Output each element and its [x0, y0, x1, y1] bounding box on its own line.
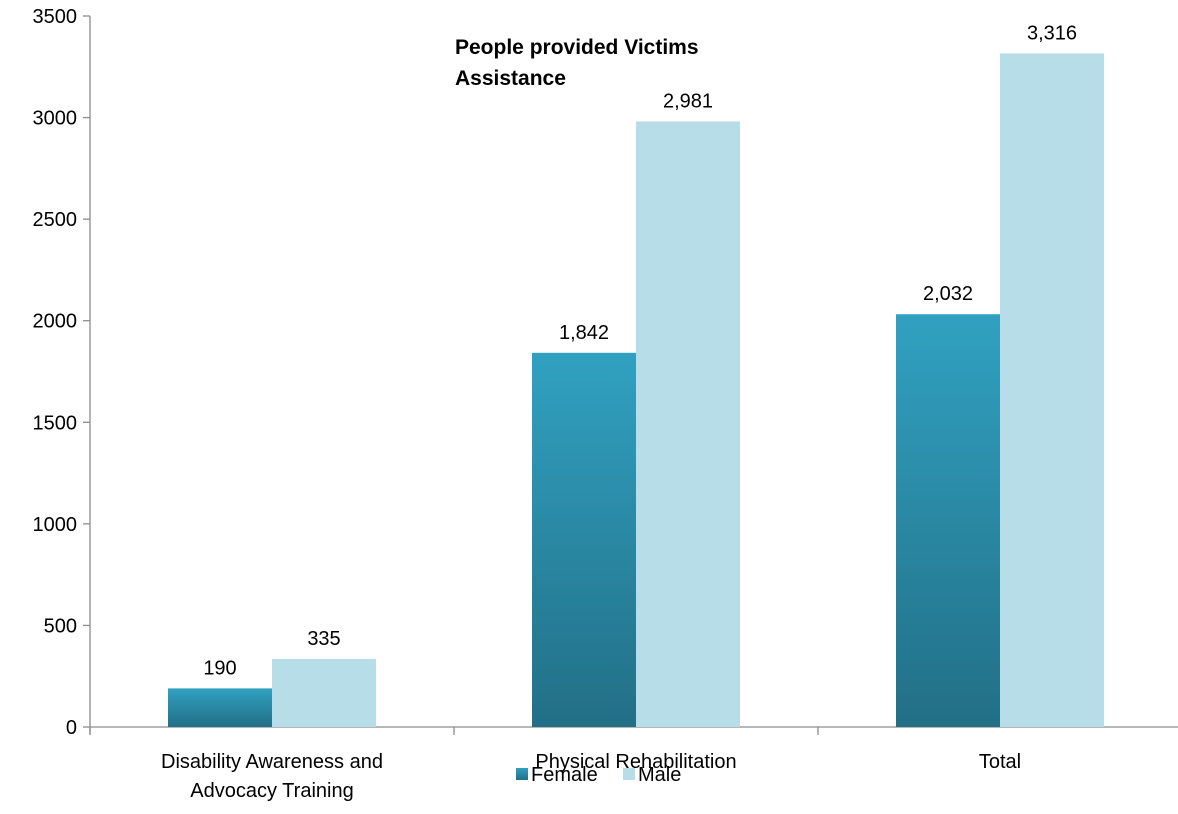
x-category-label-line: Total: [979, 751, 1021, 773]
bar-male: [636, 121, 740, 727]
chart-title-line: People provided Victims: [455, 36, 699, 59]
y-tick-label: 1500: [33, 412, 78, 434]
legend-label-male: Male: [638, 764, 681, 786]
bar-female: [168, 688, 272, 727]
data-label-female: 2,032: [923, 283, 973, 305]
bar-male: [1000, 53, 1104, 727]
legend-label-female: Female: [531, 764, 598, 786]
y-tick-label: 3000: [33, 108, 78, 130]
data-label-male: 2,981: [663, 90, 713, 112]
x-category-label-line: Disability Awareness and: [161, 751, 383, 773]
data-label-male: 3,316: [1027, 22, 1077, 44]
x-category-label: Total: [979, 751, 1021, 773]
chart-title-line: Assistance: [455, 67, 566, 90]
y-tick-label: 3500: [33, 6, 78, 28]
chart-title: People provided Victims Assistance: [455, 36, 699, 90]
data-label-female: 190: [203, 657, 236, 679]
y-tick-label: 2000: [33, 311, 78, 333]
y-tick-label: 2500: [33, 209, 78, 231]
data-label-male: 335: [307, 628, 340, 650]
y-tick-label: 500: [44, 615, 77, 637]
bar-female: [532, 353, 636, 727]
x-category-label-line: Advocacy Training: [190, 780, 353, 802]
data-label-female: 1,842: [559, 322, 609, 344]
y-tick-label: 1000: [33, 514, 78, 536]
x-category-label: Disability Awareness and Advocacy Trainin…: [161, 751, 383, 802]
legend-swatch-female: [516, 768, 528, 780]
bars: [168, 53, 1104, 727]
bar-male: [272, 659, 376, 727]
y-tick-label: 0: [66, 717, 77, 739]
legend-swatch-male: [623, 768, 635, 780]
bar-female: [896, 314, 1000, 727]
